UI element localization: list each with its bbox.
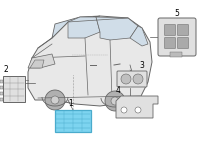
Text: 2: 2 bbox=[3, 65, 8, 74]
FancyBboxPatch shape bbox=[117, 71, 147, 87]
Polygon shape bbox=[116, 96, 158, 118]
Circle shape bbox=[51, 96, 59, 104]
FancyBboxPatch shape bbox=[0, 92, 3, 95]
Polygon shape bbox=[68, 17, 100, 38]
FancyBboxPatch shape bbox=[178, 37, 188, 49]
FancyBboxPatch shape bbox=[0, 86, 3, 89]
Circle shape bbox=[111, 97, 119, 105]
FancyBboxPatch shape bbox=[164, 37, 176, 49]
FancyBboxPatch shape bbox=[158, 18, 196, 56]
Circle shape bbox=[105, 91, 125, 111]
FancyBboxPatch shape bbox=[0, 80, 3, 83]
Polygon shape bbox=[130, 26, 148, 46]
Text: 5: 5 bbox=[175, 9, 179, 18]
Polygon shape bbox=[52, 16, 100, 38]
Text: 4: 4 bbox=[116, 86, 121, 95]
Circle shape bbox=[121, 74, 131, 84]
FancyBboxPatch shape bbox=[0, 98, 3, 101]
Circle shape bbox=[133, 74, 143, 84]
Text: 3: 3 bbox=[139, 61, 144, 70]
Circle shape bbox=[121, 107, 127, 113]
FancyBboxPatch shape bbox=[55, 110, 91, 132]
Polygon shape bbox=[30, 60, 44, 68]
FancyBboxPatch shape bbox=[3, 76, 25, 102]
FancyBboxPatch shape bbox=[170, 52, 182, 57]
Polygon shape bbox=[28, 16, 152, 106]
Circle shape bbox=[45, 90, 65, 110]
Text: 1: 1 bbox=[69, 99, 73, 108]
Polygon shape bbox=[96, 17, 138, 40]
FancyBboxPatch shape bbox=[178, 25, 188, 35]
Circle shape bbox=[135, 107, 141, 113]
Polygon shape bbox=[28, 54, 55, 68]
FancyBboxPatch shape bbox=[164, 25, 176, 35]
